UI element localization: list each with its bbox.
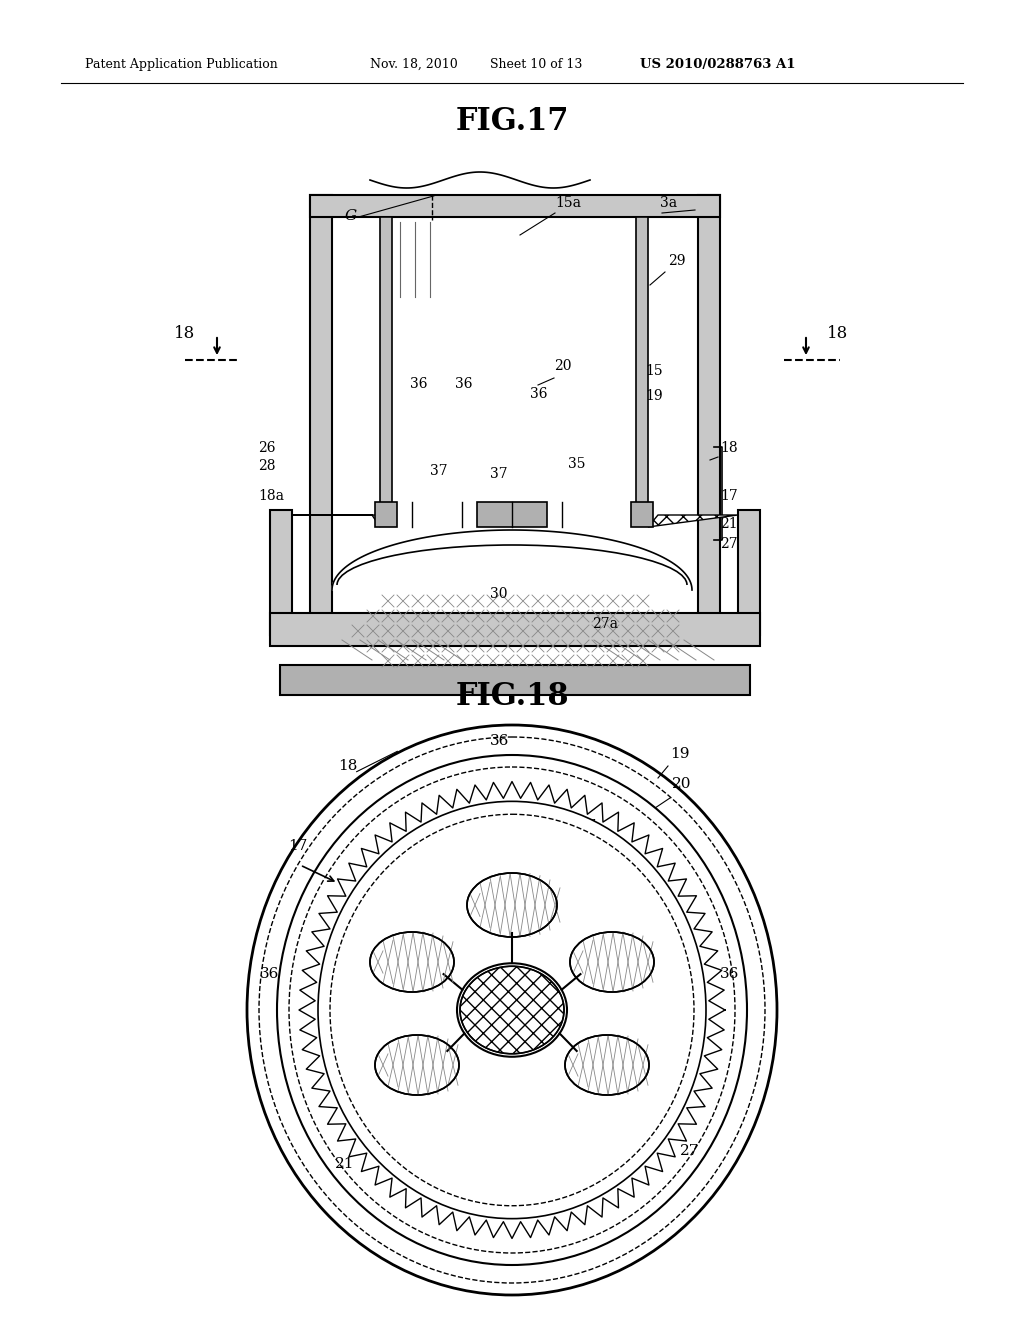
Text: 15a: 15a: [555, 195, 581, 210]
Text: 19: 19: [645, 389, 663, 403]
Polygon shape: [648, 515, 738, 527]
Text: Patent Application Publication: Patent Application Publication: [85, 58, 278, 71]
Ellipse shape: [570, 932, 654, 993]
Text: 20: 20: [554, 359, 571, 374]
Text: 15: 15: [645, 364, 663, 378]
Bar: [270, 510, 292, 635]
Text: 37: 37: [558, 1086, 578, 1101]
Bar: [310, 195, 332, 620]
Text: 37: 37: [430, 465, 447, 478]
Text: 28: 28: [258, 459, 275, 473]
Ellipse shape: [460, 966, 564, 1053]
Text: 27a: 27a: [592, 616, 618, 631]
Text: 27: 27: [720, 537, 737, 550]
Text: 27: 27: [680, 1144, 699, 1158]
Text: 36: 36: [455, 378, 472, 391]
Bar: [310, 195, 720, 216]
Text: 18: 18: [174, 325, 196, 342]
Text: 36: 36: [452, 1159, 471, 1173]
Text: 37: 37: [490, 467, 508, 480]
Bar: [477, 502, 547, 527]
Bar: [270, 612, 760, 645]
Text: 15: 15: [498, 888, 517, 903]
Text: 30: 30: [490, 587, 508, 601]
Text: 36: 36: [410, 378, 427, 391]
Text: 26: 26: [258, 441, 275, 455]
Bar: [698, 195, 720, 620]
Text: 21: 21: [335, 1158, 354, 1171]
Ellipse shape: [370, 932, 454, 993]
Text: G: G: [345, 209, 357, 223]
Text: 18: 18: [827, 325, 849, 342]
Text: 18: 18: [720, 441, 737, 455]
Ellipse shape: [375, 1035, 459, 1096]
Text: 37: 37: [410, 1086, 429, 1101]
Text: 35: 35: [568, 457, 586, 471]
Text: 36: 36: [530, 387, 548, 401]
Text: 17: 17: [720, 488, 737, 503]
Bar: [380, 216, 392, 510]
Text: 20: 20: [672, 777, 691, 791]
Polygon shape: [332, 531, 692, 590]
Ellipse shape: [457, 964, 567, 1057]
Bar: [631, 502, 653, 527]
Ellipse shape: [467, 873, 557, 937]
Text: 21a: 21a: [490, 513, 518, 528]
Bar: [636, 216, 648, 510]
Bar: [738, 510, 760, 635]
Text: 29: 29: [668, 253, 685, 268]
Bar: [280, 665, 750, 696]
Text: US 2010/0288763 A1: US 2010/0288763 A1: [640, 58, 796, 71]
Text: 36: 36: [720, 968, 739, 981]
Text: 36: 36: [260, 968, 280, 981]
Bar: [375, 502, 397, 527]
Text: FIG.18: FIG.18: [456, 681, 568, 711]
Text: 3a: 3a: [660, 195, 677, 210]
Text: FIG.17: FIG.17: [456, 106, 568, 137]
Text: 17: 17: [288, 840, 307, 853]
Text: 36: 36: [510, 1159, 529, 1173]
Text: 36: 36: [490, 734, 509, 748]
Ellipse shape: [318, 801, 706, 1218]
Text: 18: 18: [338, 759, 357, 774]
Text: Sheet 10 of 13: Sheet 10 of 13: [490, 58, 583, 71]
Ellipse shape: [247, 725, 777, 1295]
Text: 21: 21: [720, 517, 737, 531]
Text: 37: 37: [470, 817, 489, 832]
Ellipse shape: [278, 755, 746, 1265]
Text: 18a: 18a: [258, 488, 284, 503]
Text: 37: 37: [578, 818, 597, 833]
Text: 19: 19: [670, 747, 689, 762]
Ellipse shape: [565, 1035, 649, 1096]
Text: Nov. 18, 2010: Nov. 18, 2010: [370, 58, 458, 71]
Polygon shape: [292, 515, 380, 527]
